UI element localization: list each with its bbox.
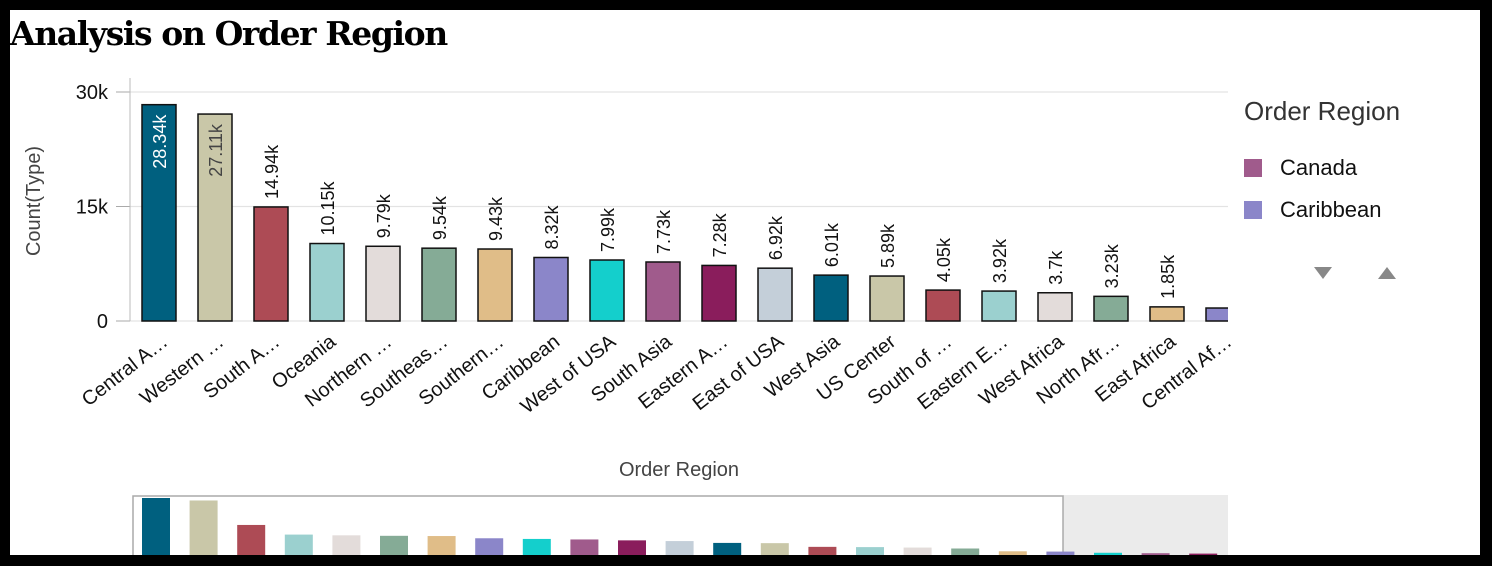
bar-17 bbox=[1093, 295, 1129, 322]
y-tick-label: 15k bbox=[76, 197, 109, 219]
bar-18 bbox=[1149, 306, 1185, 322]
legend-page-down-icon[interactable] bbox=[1314, 267, 1332, 279]
legend-item-caribbean[interactable]: Caribbean bbox=[1244, 197, 1382, 222]
bar-value-label: 28.34k bbox=[150, 114, 170, 169]
y-axis-title: Count(Type) bbox=[23, 146, 45, 256]
bar-8 bbox=[589, 259, 625, 322]
bar-value-label: 27.11k bbox=[206, 123, 226, 177]
x-tick-label: West of USA bbox=[517, 330, 621, 418]
overview-bar bbox=[237, 524, 266, 555]
bar-2 bbox=[253, 206, 289, 322]
bar-13 bbox=[869, 275, 905, 322]
legend-swatch-caribbean bbox=[1244, 201, 1262, 219]
overview-bars-group bbox=[142, 498, 1218, 555]
bar-12 bbox=[813, 274, 849, 322]
legend-label-canada: Canada bbox=[1280, 155, 1358, 180]
bar-value-label: 4.05k bbox=[934, 237, 954, 282]
bar-7 bbox=[533, 256, 569, 322]
bar-value-label: 1.85k bbox=[1158, 254, 1178, 299]
overview-bar bbox=[903, 547, 932, 555]
bar-value-label: 3.92k bbox=[990, 238, 1010, 283]
bar-0 bbox=[141, 103, 177, 322]
bar-value-label: 9.43k bbox=[486, 196, 506, 241]
overview-bar bbox=[665, 541, 694, 555]
overview-bar bbox=[1189, 553, 1218, 555]
bar-15 bbox=[981, 290, 1017, 322]
page-title: Analysis on Order Region bbox=[10, 14, 448, 53]
bar-16 bbox=[1037, 292, 1073, 322]
legend-page-up-icon[interactable] bbox=[1378, 267, 1396, 279]
overview-bar bbox=[427, 536, 456, 555]
overview-selection-window[interactable] bbox=[132, 495, 1064, 555]
y-tick-label: 30k bbox=[76, 82, 109, 104]
overview-bar bbox=[142, 498, 170, 555]
legend-swatch-canada bbox=[1244, 159, 1262, 177]
legend-title: Order Region bbox=[1244, 96, 1401, 126]
overview-bar bbox=[284, 534, 313, 555]
bar-4 bbox=[365, 245, 401, 322]
bar-5 bbox=[421, 247, 457, 322]
overview-bar bbox=[1046, 551, 1075, 555]
bar-9 bbox=[645, 261, 681, 322]
bar-value-label: 3.23k bbox=[1102, 243, 1122, 288]
bar-value-label: 7.28k bbox=[710, 212, 730, 257]
overview-bar bbox=[856, 547, 884, 555]
overview-unselected-region bbox=[1063, 495, 1228, 555]
bar-value-label: 6.01k bbox=[822, 222, 842, 267]
overview-bar bbox=[998, 551, 1027, 555]
bar-10 bbox=[701, 264, 737, 322]
bar-value-label: 9.54k bbox=[430, 195, 450, 240]
bar-value-label: 14.94k bbox=[262, 144, 282, 199]
bar-value-label: 6.92k bbox=[766, 215, 786, 260]
overview-bar bbox=[1094, 552, 1122, 555]
legend-item-canada[interactable]: Canada bbox=[1244, 155, 1358, 180]
overview-bar bbox=[189, 500, 218, 555]
overview-bar bbox=[380, 535, 408, 555]
bar-value-label: 7.73k bbox=[654, 209, 674, 254]
bar-6 bbox=[477, 248, 513, 322]
overview-bar bbox=[475, 538, 504, 555]
bar-14 bbox=[925, 289, 961, 322]
legend-label-caribbean: Caribbean bbox=[1280, 197, 1382, 222]
bar-value-label: 8.32k bbox=[542, 204, 562, 249]
overview-bar bbox=[713, 542, 742, 555]
overview-bar bbox=[760, 543, 789, 555]
overview-bar bbox=[570, 539, 599, 555]
overview-bar bbox=[1141, 553, 1170, 555]
bar-3 bbox=[309, 242, 345, 322]
bar-19 bbox=[1205, 307, 1228, 322]
x-axis-title: Order Region bbox=[619, 459, 739, 481]
chart-panel: Analysis on Order Region 0 15k 30k Count(Ty… bbox=[10, 10, 1480, 555]
overview-bar bbox=[522, 538, 551, 555]
bar-value-label: 7.99k bbox=[598, 207, 618, 252]
overview-bar bbox=[951, 548, 980, 555]
bar-1 bbox=[197, 113, 233, 322]
bar-value-label: 5.89k bbox=[878, 223, 898, 268]
overview-bar bbox=[618, 540, 646, 555]
overview-bar bbox=[332, 535, 361, 555]
bar-value-label: 9.79k bbox=[374, 193, 394, 238]
overview-bar bbox=[808, 546, 837, 555]
bar-value-label: 3.7k bbox=[1046, 250, 1066, 285]
bar-11 bbox=[757, 267, 793, 322]
bar-value-label: 10.15k bbox=[318, 180, 338, 235]
y-tick-label: 0 bbox=[97, 311, 108, 333]
bars-group bbox=[141, 103, 1228, 322]
bar-chart: 0 15k 30k Count(Type) 28.34k 27.11k 14.94k 10.1… bbox=[23, 78, 1236, 555]
